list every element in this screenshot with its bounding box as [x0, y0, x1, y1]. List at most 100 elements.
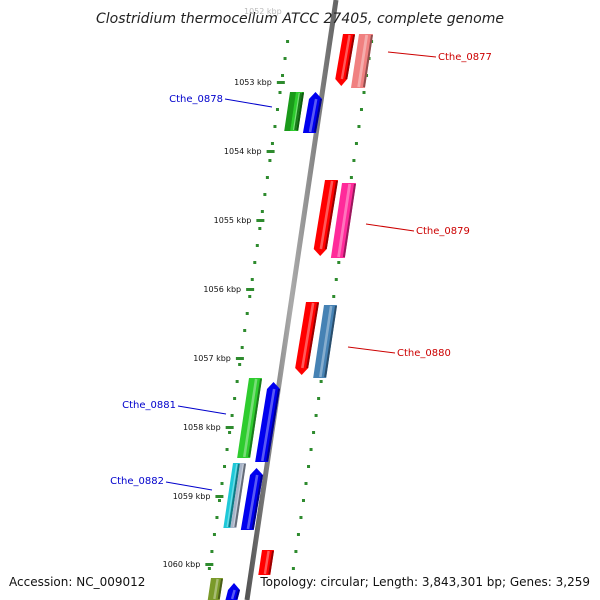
track-dot [334, 278, 338, 281]
labels: Clostridium thermocellum ATCC 27405, com… [9, 7, 590, 589]
gene-block[interactable] [230, 463, 246, 528]
track-dot [220, 482, 224, 485]
ruler-tick-mark [235, 357, 244, 360]
gene-block-shadow [248, 378, 262, 458]
gene-block-highlight [233, 463, 244, 528]
gene-block[interactable] [335, 34, 355, 86]
gene-block-shadow [251, 474, 263, 530]
track-dot [275, 108, 279, 111]
gene-block-highlight [230, 589, 236, 600]
accession-label: Accession: NC_009012 [9, 575, 145, 589]
track-dot [273, 125, 277, 128]
track-dot [243, 329, 247, 332]
gene-block-shadow [345, 34, 355, 80]
ruler-tick-mark [215, 495, 224, 498]
gene-block-highlight [261, 388, 276, 462]
gene-label-leader [177, 405, 227, 415]
gene-block[interactable] [330, 183, 356, 258]
gene-block-shadow [313, 98, 322, 133]
gene-label[interactable]: Cthe_0882 [110, 476, 164, 487]
gene-label-leader [347, 346, 396, 354]
track-dot [250, 278, 254, 281]
track-dot [301, 499, 305, 502]
track-dot [268, 159, 272, 162]
gene-block-highlight [213, 578, 219, 600]
track-dot [248, 295, 252, 298]
track-dot [240, 346, 244, 349]
gene-block[interactable] [258, 550, 274, 575]
gene-label[interactable]: Cthe_0881 [122, 400, 176, 411]
track-dot [223, 465, 227, 468]
track-dot [270, 142, 274, 145]
gene-block-shadow [235, 589, 240, 600]
track-dot [233, 397, 237, 400]
ruler-tick-mark [246, 288, 255, 291]
ruler-ticks: 1053 kbp 1054 kbp 1055 kbp 1056 kbp 1057 kbp… [163, 78, 285, 569]
gene-label-leader [224, 98, 273, 108]
track-dot [286, 40, 290, 43]
track-dot [299, 516, 303, 519]
track-dot [354, 142, 358, 145]
track-dot [332, 295, 336, 298]
gene-block-body [335, 34, 355, 86]
gene-block-highlight [292, 92, 300, 131]
gene-block[interactable] [350, 34, 373, 88]
gene-block[interactable] [237, 378, 262, 458]
gene-block-highlight [263, 550, 270, 575]
ruler-tick-mark [225, 426, 234, 429]
ruler-tick-label: 1060 kbp [163, 560, 201, 569]
ruler-tick-label: 1056 kbp [203, 285, 241, 294]
gene-block-body [240, 468, 263, 530]
gene-block[interactable] [207, 578, 223, 600]
track-dot [283, 57, 287, 60]
gene-block[interactable] [290, 92, 302, 131]
track-dot [314, 414, 318, 417]
gene-block[interactable] [240, 468, 263, 530]
gene-label[interactable]: Cthe_0880 [397, 348, 451, 359]
ruler-tick-mark [266, 150, 275, 153]
gene-block[interactable] [302, 92, 322, 133]
track-dot [212, 533, 216, 536]
gene-block-body [330, 183, 356, 258]
gene-block-highlight [301, 302, 315, 369]
gene-label[interactable]: Cthe_0879 [416, 226, 470, 237]
gene-block-shadow [363, 34, 373, 88]
ruler-tick-label: 1058 kbp [183, 423, 221, 432]
gene-block-shadow [234, 463, 246, 528]
gene-block-body [295, 302, 319, 375]
track-dot [265, 176, 269, 179]
track-dot [217, 499, 221, 502]
track-dot [228, 431, 232, 434]
gene-block-shadow [294, 92, 302, 131]
gene-block[interactable] [223, 463, 240, 528]
map-title: Clostridium thermocellum ATCC 27405, com… [96, 11, 504, 27]
gene-label-leader [387, 51, 437, 58]
ruler-tick-mark [256, 219, 265, 222]
gene-label[interactable]: Cthe_0878 [169, 94, 223, 105]
ruler-tick-mark [276, 81, 285, 84]
gene-block[interactable] [295, 302, 319, 375]
track-dot [263, 193, 267, 196]
gene-block-highlight [242, 378, 258, 458]
ruler-tick-label: 1057 kbp [193, 354, 231, 363]
gene-block-shadow [228, 463, 240, 528]
gene-block-body [313, 180, 338, 256]
track-dot [235, 380, 239, 383]
track-dot [215, 516, 219, 519]
gene-block[interactable] [313, 180, 338, 256]
track-dot [294, 550, 298, 553]
track-dot [362, 91, 366, 94]
gene-block[interactable] [255, 382, 280, 462]
gene-block-highlight [226, 463, 238, 528]
gene-block-shadow [324, 305, 337, 378]
track-dot [304, 482, 308, 485]
gene-block[interactable] [313, 305, 337, 378]
gene-block-shadow [217, 578, 223, 600]
track-dot [296, 533, 300, 536]
gene-block[interactable] [225, 583, 240, 600]
gene-block-body [350, 34, 373, 88]
gene-block-highlight [340, 34, 351, 80]
track-dot [281, 74, 285, 77]
gene-label[interactable]: Cthe_0877 [438, 52, 492, 63]
gene-block-body [237, 378, 262, 458]
